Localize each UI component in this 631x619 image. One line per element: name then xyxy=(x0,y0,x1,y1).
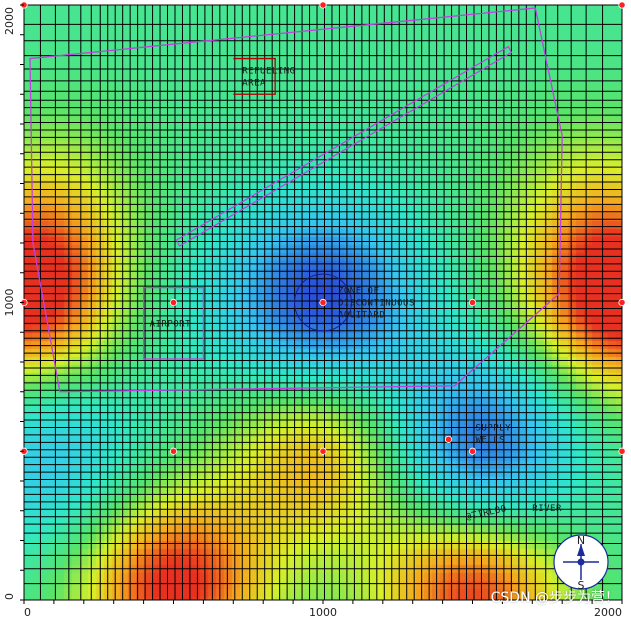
y-tick-label: 0 xyxy=(3,593,16,600)
map-label: AREA xyxy=(242,78,266,88)
compass-s-label: S xyxy=(578,579,585,592)
map-label: ZONE OF xyxy=(338,287,379,297)
well-marker xyxy=(468,447,477,455)
model-boundary xyxy=(29,7,563,393)
well-marker xyxy=(618,1,626,9)
aquitard-zone-outline xyxy=(294,273,352,332)
map-label: REFUELING xyxy=(242,66,295,76)
map-label: AQUITARD xyxy=(338,310,385,320)
well-marker xyxy=(319,298,327,307)
compass-north-arrow xyxy=(577,544,585,556)
runway-outline xyxy=(175,45,513,247)
well-marker xyxy=(169,298,178,307)
well-marker xyxy=(319,447,327,455)
well-marker xyxy=(169,447,178,455)
well-marker xyxy=(468,298,477,307)
refueling-area-outline xyxy=(233,57,276,95)
compass-n-label: N xyxy=(577,534,585,547)
y-tick-label: 2000 xyxy=(3,7,16,35)
map-label: @TIRLOO xyxy=(465,504,508,522)
map-label: SUPPLY xyxy=(475,423,511,433)
map-label: WELLS xyxy=(475,435,505,445)
well-marker xyxy=(618,447,626,455)
airport-outline xyxy=(142,286,205,360)
compass-center xyxy=(577,558,585,566)
map-label: AIRPORT xyxy=(150,319,192,329)
x-tick-label: 0 xyxy=(24,606,31,619)
map-label: RIVER xyxy=(532,504,562,514)
x-tick-label: 1000 xyxy=(309,606,337,619)
x-tick-label: 2000 xyxy=(594,606,622,619)
watermark-text: CSDN @步步为营！ xyxy=(490,590,619,606)
y-tick-label: 1000 xyxy=(3,289,16,317)
well-marker xyxy=(319,1,327,9)
well-marker xyxy=(618,298,626,307)
map-label: DISCONTINUOUS xyxy=(338,298,415,308)
well-marker xyxy=(444,435,453,443)
